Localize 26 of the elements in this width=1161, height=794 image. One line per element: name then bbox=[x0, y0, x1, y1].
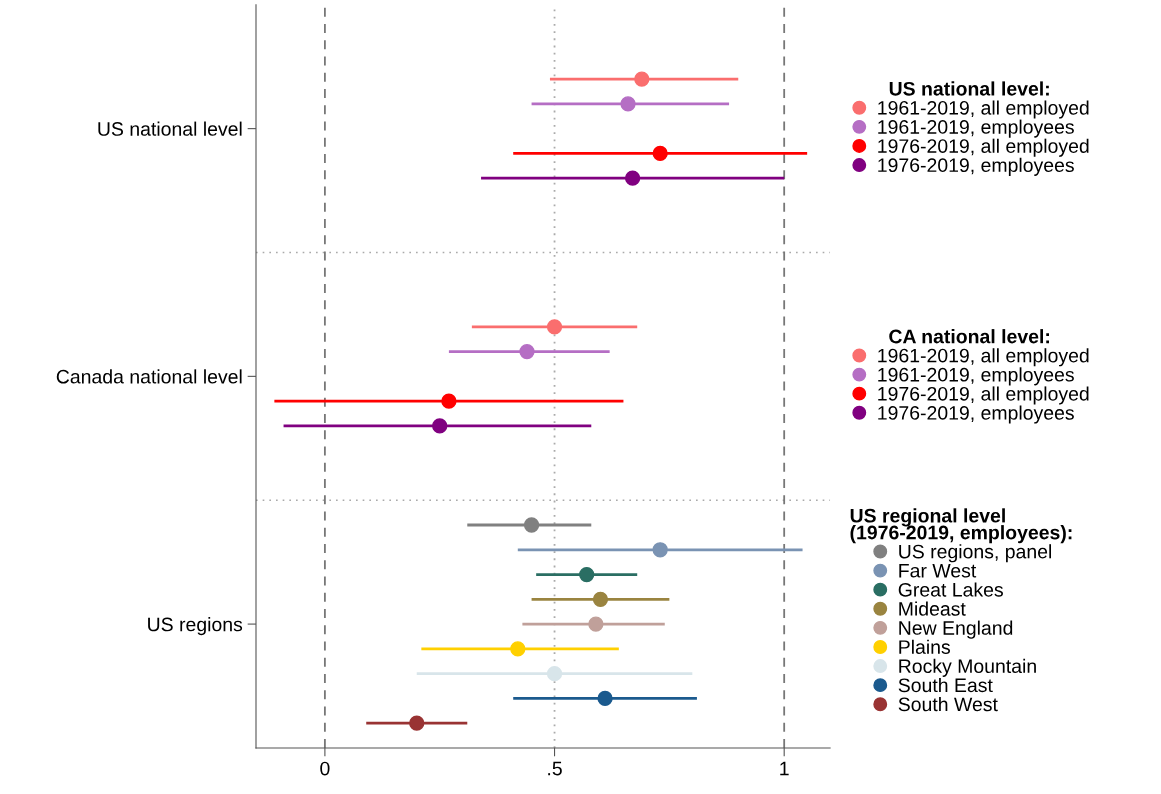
legend-label: Great Lakes bbox=[898, 582, 1003, 597]
legend-label: Plains bbox=[899, 639, 951, 654]
legend-label: South East bbox=[898, 677, 993, 693]
legend-label: 1976-2019, all employed bbox=[878, 138, 1089, 157]
legend-label: 1976-2019, all employed bbox=[878, 386, 1089, 405]
y-tick-label: US regions bbox=[148, 617, 243, 636]
text: US regional level (1976-2019, employees): bbox=[850, 508, 1072, 544]
legend-label: Mideast bbox=[899, 601, 966, 616]
legend-label: 1976-2019, employees bbox=[878, 405, 1074, 424]
x-tick-label: .5 bbox=[548, 761, 562, 776]
legend-label: 1961-2019, all employed bbox=[878, 100, 1089, 119]
legend-label: US regions, panel bbox=[899, 544, 1052, 563]
legend-label: 1961-2019, all employed bbox=[878, 348, 1089, 367]
y-tick-label: Canada national level bbox=[56, 369, 242, 384]
legend-label: Rocky Mountain bbox=[899, 658, 1036, 677]
legend-label: New England bbox=[899, 620, 1013, 639]
text: CA national level: bbox=[889, 329, 1049, 344]
text: US national level: bbox=[889, 81, 1049, 96]
legend-label: 1961-2019, employees bbox=[878, 367, 1074, 386]
legend-label: 1976-2019, employees bbox=[878, 157, 1074, 176]
legend-label: Far West bbox=[899, 564, 977, 578]
legend-label: South West bbox=[898, 696, 998, 712]
x-tick-label: 0 bbox=[320, 761, 330, 776]
y-tick-label: US national level bbox=[98, 121, 242, 136]
x-tick-label: 1 bbox=[780, 761, 789, 776]
legend-label: 1961-2019, employees bbox=[878, 119, 1074, 138]
